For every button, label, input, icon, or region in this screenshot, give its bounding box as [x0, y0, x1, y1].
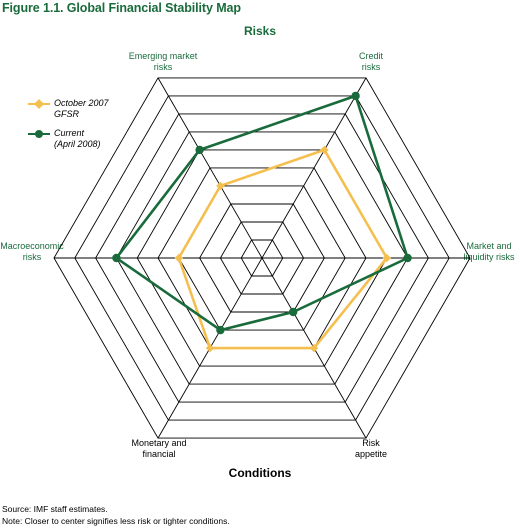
legend-sublabel-oct-2007: GFSR	[54, 109, 80, 119]
risks-heading: Risks	[243, 24, 277, 38]
axis-label-credit: Credit risks	[358, 51, 383, 72]
legend-label-current: Current	[54, 128, 85, 138]
legend-sublabel-current: (April 2008)	[54, 139, 101, 149]
series-line-2	[115, 94, 409, 332]
grid-spoke-1	[261, 77, 367, 259]
legend-swatch-oct-2007	[28, 99, 50, 109]
source-line: Source: IMF staff estimates.	[2, 504, 108, 514]
axis-label-market-liquidity: Market and liquidity risks	[463, 241, 515, 262]
conditions-heading: Conditions	[228, 466, 292, 480]
series-1-point-6	[216, 181, 225, 191]
series-1-point-1	[320, 145, 329, 155]
axis-label-risk-appetite: Risk appetite	[354, 438, 388, 459]
series-1-point-3	[309, 343, 319, 353]
axis-label-monetary-financial: Monetary and financial	[131, 438, 187, 459]
series-1-point-2	[382, 253, 391, 263]
legend-swatch-current	[28, 130, 50, 138]
series-line-1	[177, 148, 389, 350]
series-2-point-3	[289, 307, 298, 317]
series-1-point-5	[174, 253, 183, 263]
legend-item-oct-2007: October 2007 GFSR	[28, 98, 109, 120]
series-2-point-6	[195, 145, 204, 155]
axis-label-macroeconomic: Macroeconomic risks	[0, 241, 64, 262]
series-2-point-5	[112, 253, 121, 263]
legend-item-current: Current (April 2008)	[28, 128, 109, 150]
note-line: Note: Closer to center signifies less ri…	[2, 516, 230, 526]
figure-title: Figure 1.1. Global Financial Stability M…	[2, 1, 241, 15]
legend: October 2007 GFSR Current (April 2008)	[28, 98, 109, 158]
series-2-point-2	[403, 253, 412, 263]
series-1-point-4	[205, 343, 215, 353]
source-notes: Source: IMF staff estimates. Note: Close…	[2, 503, 230, 527]
axis-label-emerging-market: Emerging market risks	[128, 51, 198, 72]
legend-label-oct-2007: October 2007	[54, 98, 109, 108]
series-2-point-1	[351, 91, 360, 101]
series-2-point-4	[216, 325, 225, 335]
grid-spoke-6	[157, 77, 263, 259]
